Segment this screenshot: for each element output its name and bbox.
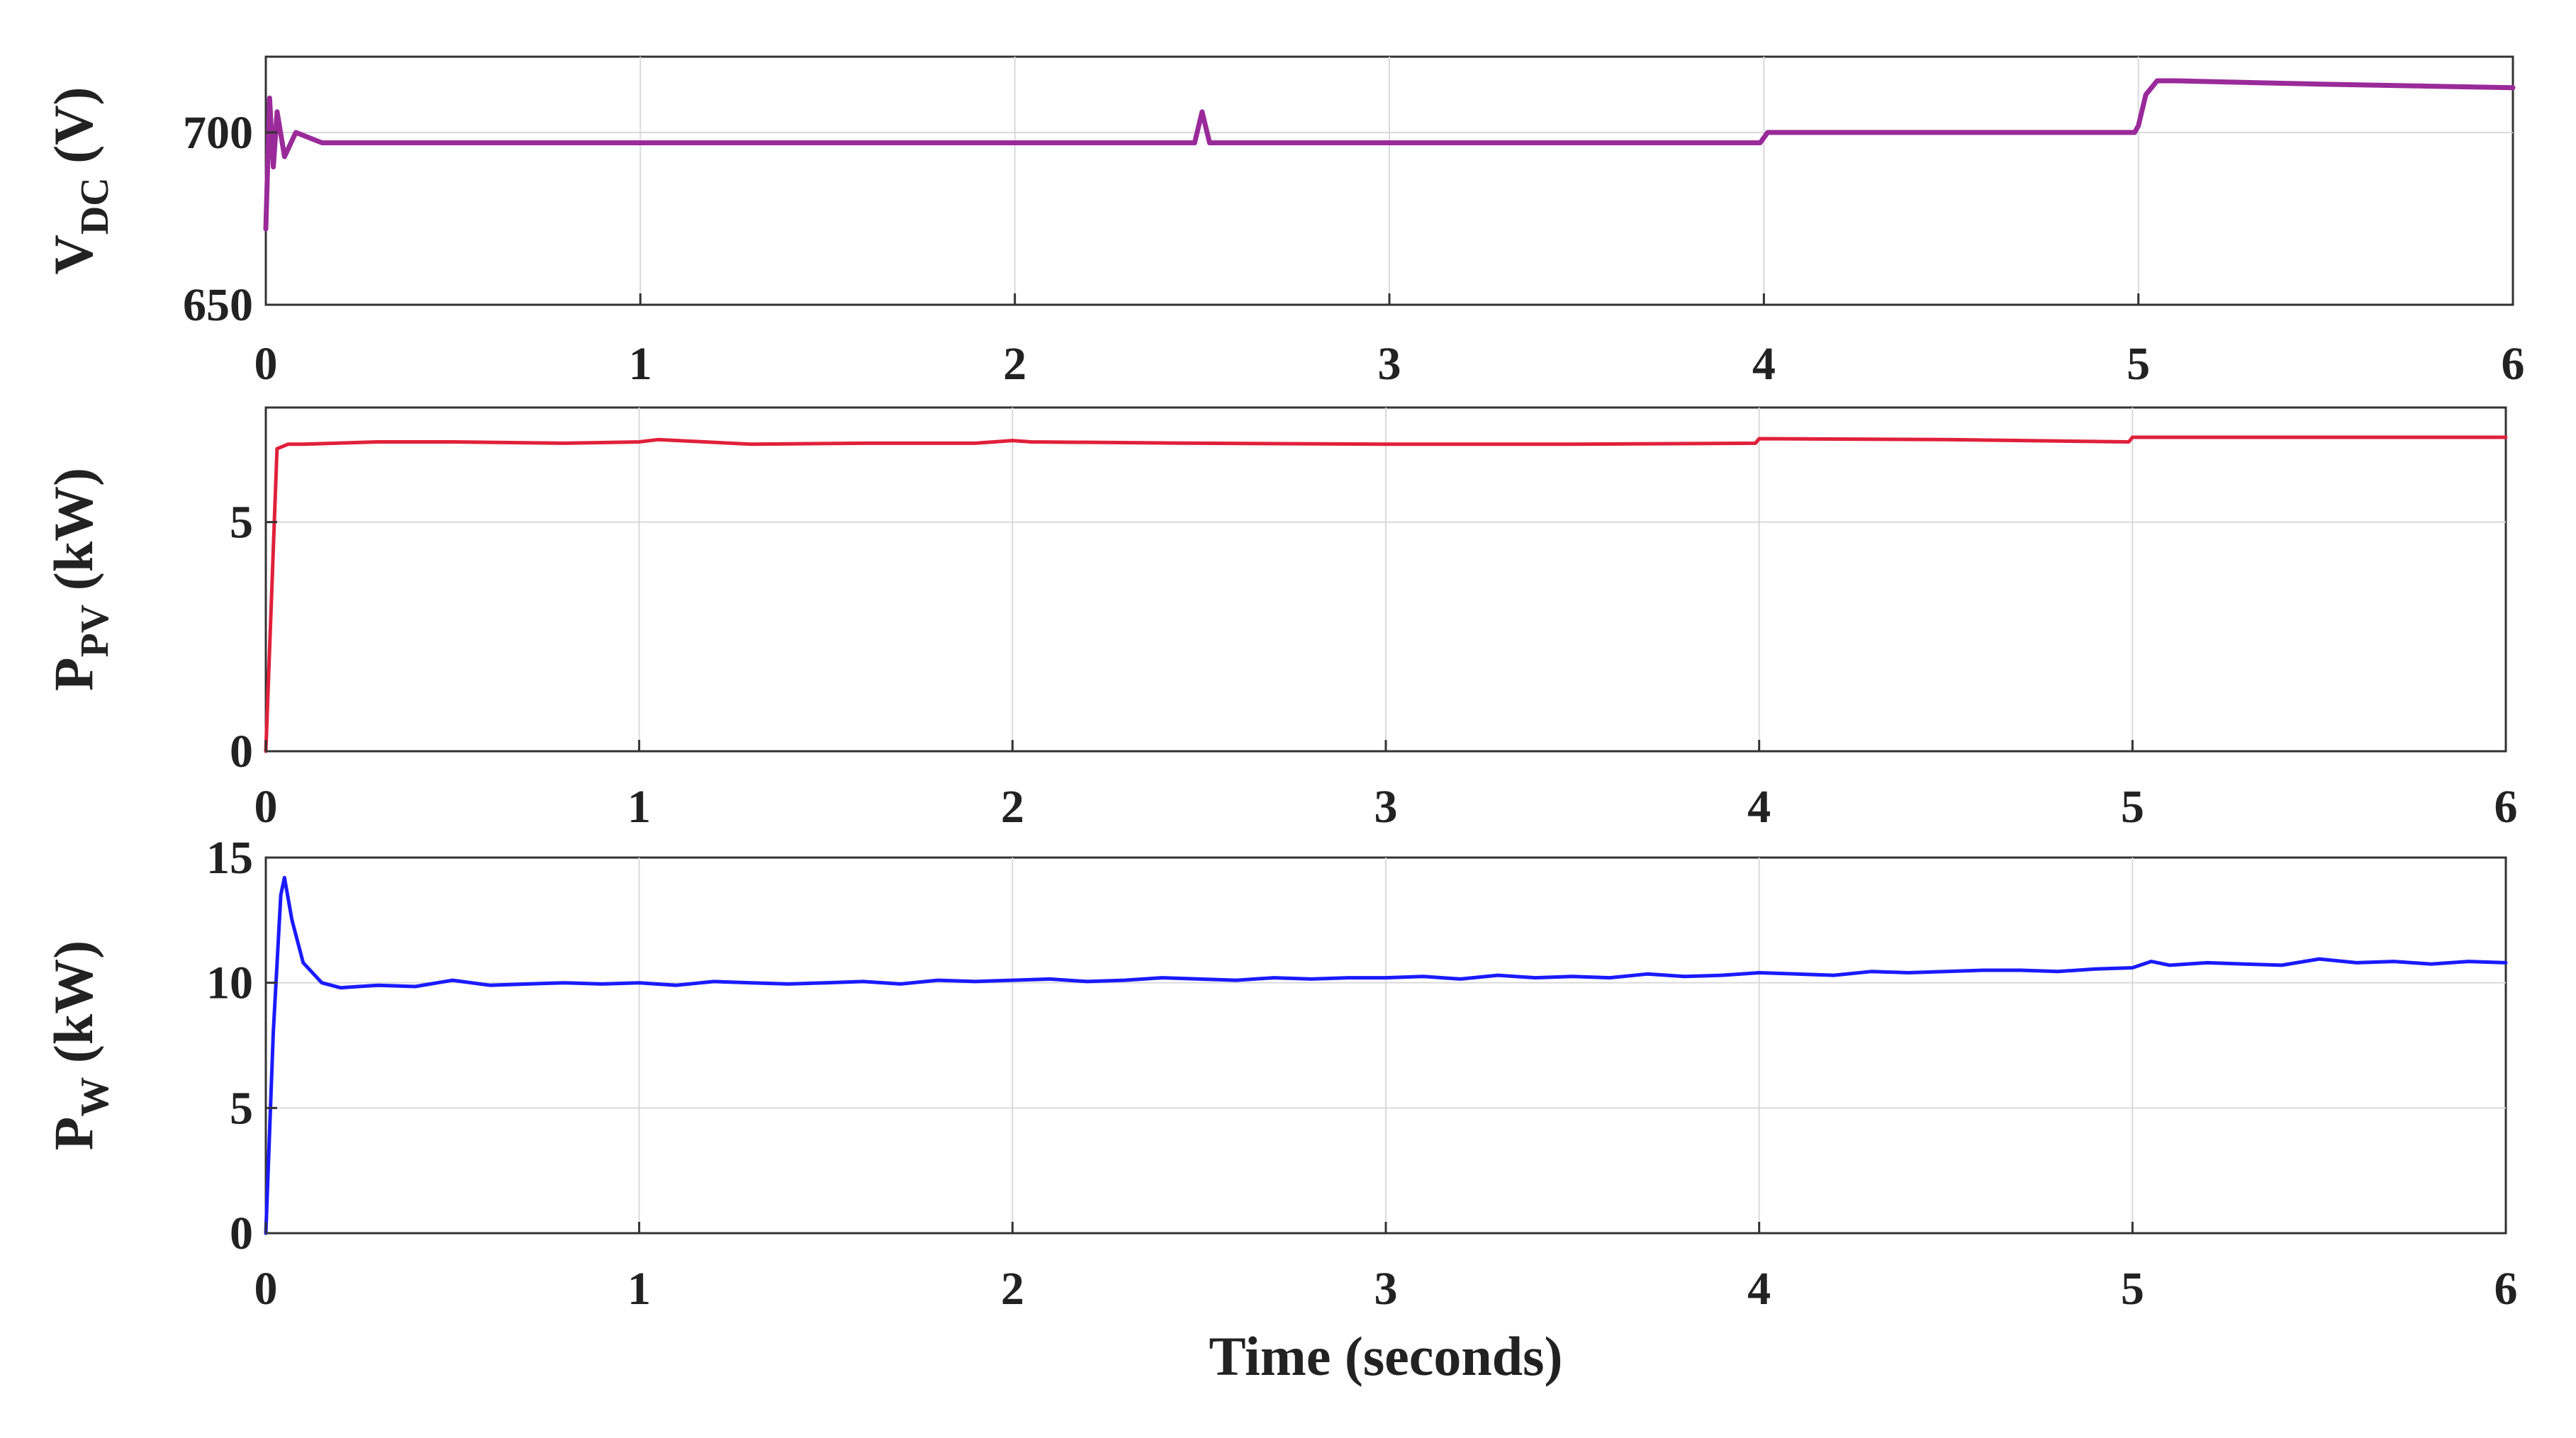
- x-tick-label: 0: [254, 338, 278, 390]
- x-tick-label: 4: [1747, 781, 1771, 833]
- x-tick-label: 6: [2502, 338, 2525, 390]
- panel-3: 0 1 2 3 4 5 6 0 5 10 15 PW (kW) Time (seconds): [43, 832, 2518, 1387]
- x-tick-label: 4: [1747, 1263, 1771, 1315]
- x-tick-label: 3: [1374, 781, 1398, 833]
- x-tick-label: 1: [629, 338, 652, 390]
- y-tick-label: 0: [230, 726, 253, 777]
- x-tick-label: 3: [1378, 338, 1401, 390]
- series-line-1: [264, 435, 2508, 753]
- series-line-1: [263, 78, 2516, 232]
- y-tick-label: 5: [230, 497, 253, 549]
- series-line-1: [264, 875, 2508, 1235]
- x-tick-label: 0: [254, 781, 278, 833]
- x-tick-label: 3: [1374, 1263, 1398, 1315]
- y-tick-label: 650: [183, 279, 253, 331]
- x-tick-label: 2: [1001, 1263, 1024, 1315]
- panel-2: 0 1 2 3 4 5 6 0 5 PPV (kW): [43, 406, 2518, 833]
- x-tick-label: 6: [2494, 781, 2518, 833]
- x-tick-label: 4: [1752, 338, 1776, 390]
- x-tick-label: 5: [2121, 781, 2144, 833]
- y-axis-label: PW (kW): [43, 940, 117, 1151]
- x-tick-label: 5: [2121, 1263, 2144, 1315]
- y-tick-label: 5: [230, 1082, 253, 1134]
- y-tick-label: 0: [230, 1208, 253, 1259]
- x-tick-label: 5: [2127, 338, 2150, 390]
- y-axis-label: VDC (V): [43, 86, 117, 274]
- y-axis-label: PPV (kW): [43, 468, 117, 691]
- x-tick-label: 2: [1003, 338, 1026, 390]
- y-tick-label: 700: [183, 107, 253, 159]
- x-tick-label: 1: [627, 1263, 651, 1315]
- x-tick-label: 1: [627, 781, 651, 833]
- x-axis-label: Time (seconds): [1209, 1325, 1562, 1387]
- x-tick-label: 0: [254, 1263, 278, 1315]
- panel-1: 0 1 2 3 4 5 6 650 700 VDC (V): [43, 55, 2525, 390]
- x-tick-label: 2: [1001, 781, 1024, 833]
- x-tick-label: 6: [2494, 1263, 2518, 1315]
- y-tick-label: 10: [206, 957, 253, 1009]
- y-tick-label: 15: [206, 832, 253, 884]
